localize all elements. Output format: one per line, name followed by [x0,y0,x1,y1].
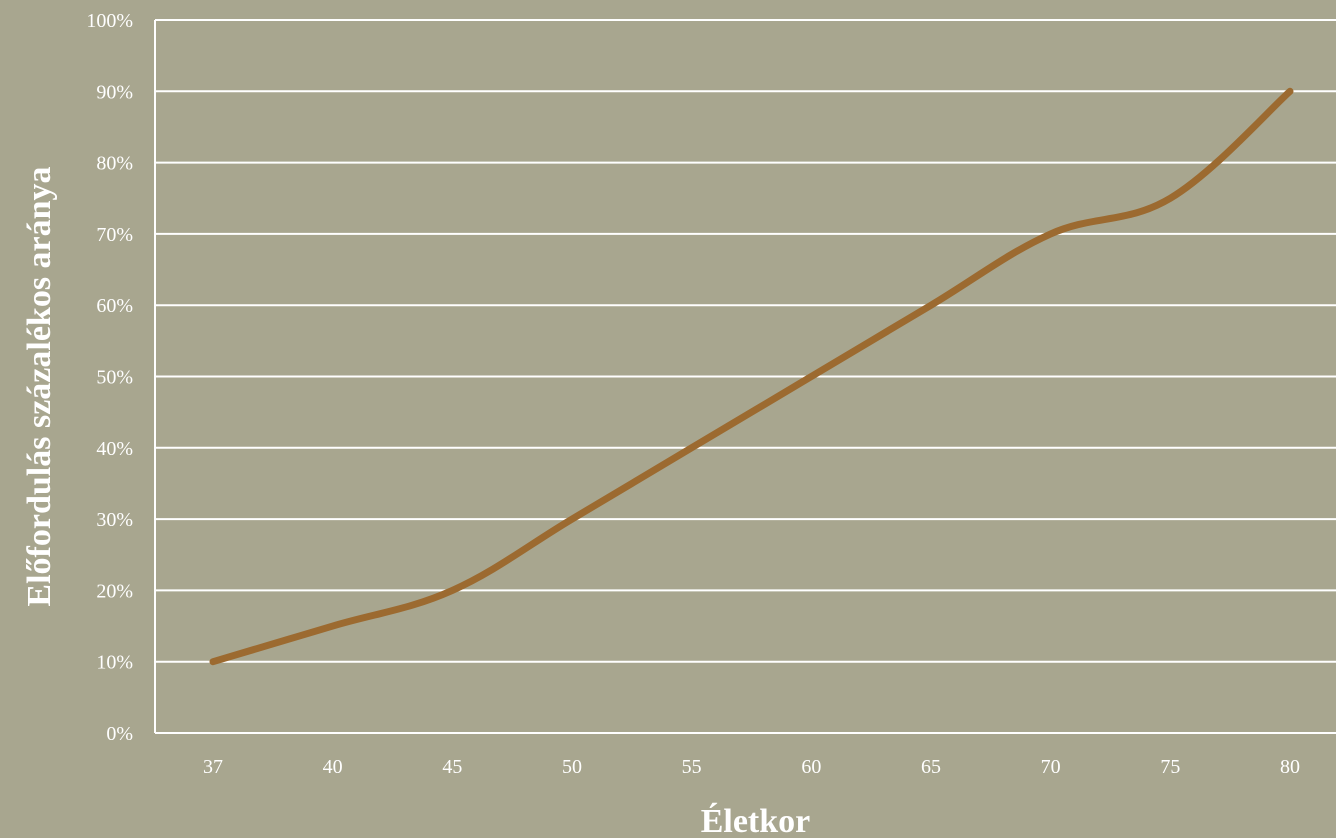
x-tick-label: 60 [801,756,821,778]
x-tick-label: 45 [442,756,462,778]
y-tick-label: 30% [96,509,133,531]
data-point [332,625,334,627]
data-point [691,447,693,449]
axes [154,20,1336,734]
y-axis-title: Előfordulás százalékos aránya [21,166,58,606]
series-group [209,87,1294,666]
x-tick-label: 55 [682,756,702,778]
series-line [209,87,1294,666]
data-point [810,376,812,377]
data-point [571,518,573,520]
y-tick-label: 100% [86,10,133,32]
data-point [930,304,932,306]
x-tick-label: 50 [562,756,582,778]
y-tick-label: 10% [96,652,133,674]
y-tick-label: 20% [96,580,133,602]
y-tick-label: 40% [96,438,133,460]
data-point [451,589,453,591]
x-tick-label: 70 [1041,756,1061,778]
data-point [1289,90,1291,92]
y-tick-label: 90% [96,81,133,103]
y-tick-label: 70% [96,224,133,246]
x-tick-label: 40 [323,756,343,778]
data-point [1169,197,1171,199]
y-tick-labels: 0% 10% 20% 30% 40% 50% 60% 70% 80% 90% 100% [86,10,133,745]
y-tick-label: 0% [106,723,133,745]
y-tick-label: 50% [96,367,133,389]
data-point [212,661,214,663]
data-point [1050,233,1052,235]
y-tick-label: 60% [96,295,133,317]
x-axis-title: Életkor [701,803,811,838]
x-tick-label: 75 [1160,756,1180,778]
gridlines [155,19,1336,663]
y-tick-label: 80% [96,153,133,175]
x-tick-labels: 37 40 45 50 55 60 65 70 75 80 [203,756,1300,778]
x-tick-label: 65 [921,756,941,778]
x-tick-label: 37 [203,756,223,778]
x-tick-label: 80 [1280,756,1300,778]
